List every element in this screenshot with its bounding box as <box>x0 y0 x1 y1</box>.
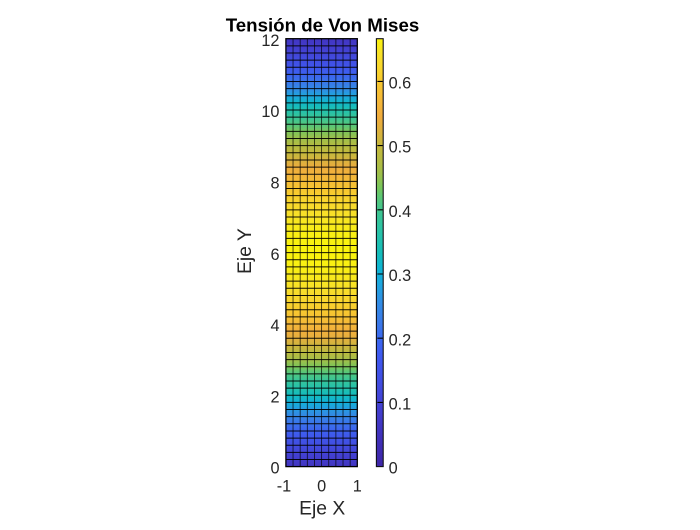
svg-text:10: 10 <box>261 103 279 121</box>
svg-text:0: 0 <box>317 477 326 495</box>
svg-text:Tensión de Von Mises: Tensión de Von Mises <box>226 15 419 36</box>
svg-text:8: 8 <box>270 174 279 192</box>
svg-text:0.2: 0.2 <box>389 331 412 349</box>
svg-text:0.4: 0.4 <box>389 203 412 221</box>
svg-text:0.6: 0.6 <box>389 75 412 93</box>
svg-text:12: 12 <box>261 32 279 50</box>
svg-text:Eje Y: Eje Y <box>235 228 256 274</box>
svg-text:0: 0 <box>270 460 279 478</box>
svg-text:4: 4 <box>270 317 279 335</box>
svg-text:0.1: 0.1 <box>389 396 412 414</box>
svg-text:6: 6 <box>270 246 279 264</box>
svg-text:-1: -1 <box>277 477 291 495</box>
svg-text:1: 1 <box>353 477 362 495</box>
svg-text:Eje X: Eje X <box>299 499 345 520</box>
svg-text:0.3: 0.3 <box>389 267 412 285</box>
svg-text:0.5: 0.5 <box>389 139 412 157</box>
svg-text:0: 0 <box>389 460 398 478</box>
svg-text:2: 2 <box>270 388 279 406</box>
